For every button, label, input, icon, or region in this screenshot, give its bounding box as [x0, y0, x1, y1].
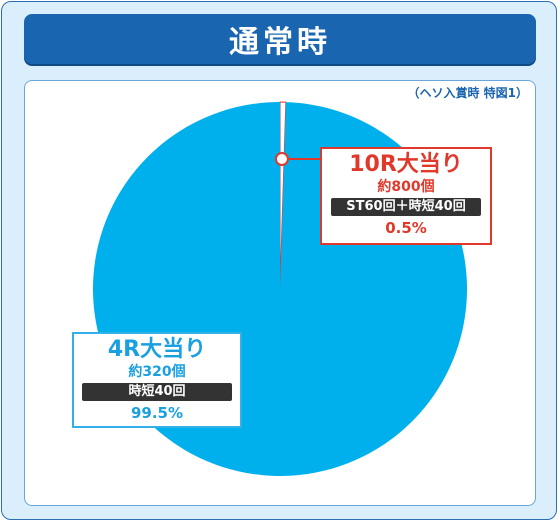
- slice-name-4r: 4R大当り: [107, 337, 207, 362]
- slice-tag-4r: 時短40回: [82, 383, 232, 401]
- leader-dot-10r: [274, 152, 289, 166]
- chart-note: （ヘソ入賞時 特図1）: [407, 86, 528, 100]
- slice-count-4r: 約320個: [128, 364, 186, 380]
- slice-name-10r: 10R大当り: [349, 152, 463, 177]
- page-title: 通常時: [24, 14, 536, 64]
- slice-label-4r: 4R大当り 約320個 時短40回 99.5%: [72, 332, 242, 428]
- slice-label-10r: 10R大当り 約800個 ST60回＋時短40回 0.5%: [320, 147, 492, 245]
- slice-tag-10r: ST60回＋時短40回: [331, 198, 481, 216]
- pie-slice-10r: [279, 101, 287, 290]
- slice-count-10r: 約800個: [377, 179, 435, 195]
- slice-value-10r: 0.5%: [385, 219, 427, 237]
- slice-value-4r: 99.5%: [130, 404, 184, 422]
